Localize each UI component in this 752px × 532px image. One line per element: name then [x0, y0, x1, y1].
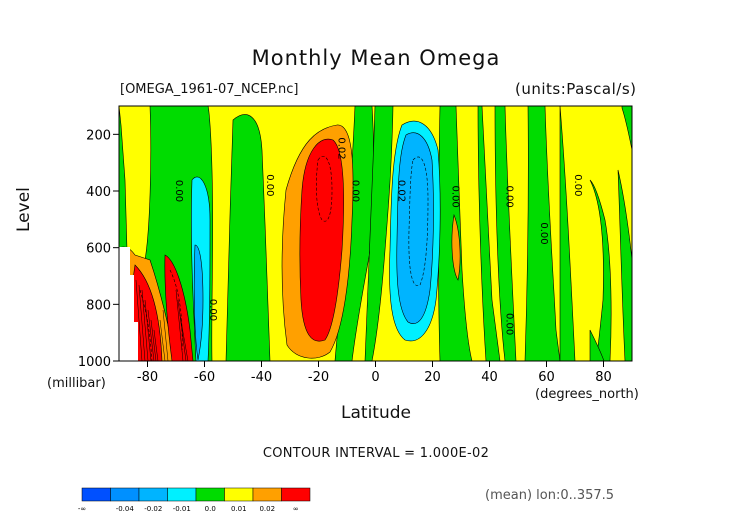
colorbar-swatch	[252, 487, 282, 502]
colorbar-label: 0.02	[259, 505, 275, 513]
x-tick-label: -60	[194, 370, 215, 385]
colorbar: -∞ -0.04 -0.02 -0.01 0.0 0.01 0.02 ∞	[78, 487, 311, 513]
contour-labels: 0.00 0.00 0.00 0.02 0.00 0.02 0.00 0.00 0.00 0.00…	[173, 137, 583, 335]
contour-label: 0.00	[504, 313, 515, 335]
contour-label: 0.00	[264, 174, 275, 196]
colorbar-label: ∞	[293, 505, 299, 513]
x-tick-label: -20	[308, 370, 329, 385]
contour-label: 0.00	[504, 186, 515, 208]
colorbar-label: 0.01	[231, 505, 247, 513]
contour-label: 0.00	[538, 222, 549, 244]
x-tick-label: 80	[595, 370, 612, 385]
chart-title: Monthly Mean Omega	[251, 46, 501, 70]
x-axis-unit: (degrees_north)	[535, 387, 639, 402]
x-tick-label: -40	[251, 370, 272, 385]
colorbar-label: 0.0	[205, 505, 216, 513]
contour-label: 0.00	[350, 180, 361, 202]
colorbar-label: -0.01	[173, 505, 191, 513]
x-tick-label: 40	[481, 370, 498, 385]
contour-interval-label: CONTOUR INTERVAL = 1.000E-02	[262, 446, 490, 461]
mean-label: (mean) lon:0..357.5	[485, 488, 615, 503]
contour-label: 0.00	[207, 299, 218, 321]
missing-data-block	[119, 247, 138, 361]
axis-ticks: -80 -60 -40 -20 0 20 40 60 80 200 400 600 800 1000	[78, 128, 612, 385]
colorbar-label: -∞	[78, 505, 86, 513]
x-tick-label: 60	[538, 370, 555, 385]
y-tick-label: 600	[86, 242, 111, 257]
contour-label: 0.02	[395, 180, 406, 202]
contour-label: 0.00	[449, 186, 460, 208]
y-tick-label: 1000	[78, 355, 111, 370]
x-tick-label: 20	[424, 370, 441, 385]
file-label: [OMEGA_1961-07_NCEP.nc]	[120, 82, 299, 97]
colorbar-swatch	[195, 487, 225, 502]
colorbar-swatch	[138, 487, 168, 502]
colorbar-swatch	[110, 487, 140, 502]
contour-label: 0.02	[335, 137, 346, 159]
colorbar-swatch	[81, 487, 111, 502]
y-tick-label: 200	[86, 128, 111, 143]
colorbar-label: -0.04	[116, 505, 135, 513]
colorbar-swatch	[167, 487, 197, 502]
y-axis-unit: (millibar)	[47, 376, 106, 391]
x-tick-label: 0	[371, 370, 379, 385]
colorbar-swatch	[281, 487, 311, 502]
contour-label: 0.00	[572, 174, 583, 196]
region-blue	[193, 132, 434, 361]
x-axis-label: Latitude	[341, 403, 411, 423]
y-tick-label: 800	[86, 298, 111, 313]
dense-contours	[135, 279, 189, 361]
contour-label: 0.00	[173, 180, 184, 202]
y-tick-label: 400	[86, 185, 111, 200]
contour-field: 0.00 0.00 0.00 0.02 0.00 0.02 0.00 0.00 0.00 0.00…	[119, 106, 632, 361]
units-label: (units:Pascal/s)	[515, 80, 637, 98]
colorbar-label: -0.02	[144, 505, 162, 513]
inner-contours	[139, 155, 429, 361]
colorbar-swatch	[224, 487, 254, 502]
x-tick-label: -80	[137, 370, 158, 385]
